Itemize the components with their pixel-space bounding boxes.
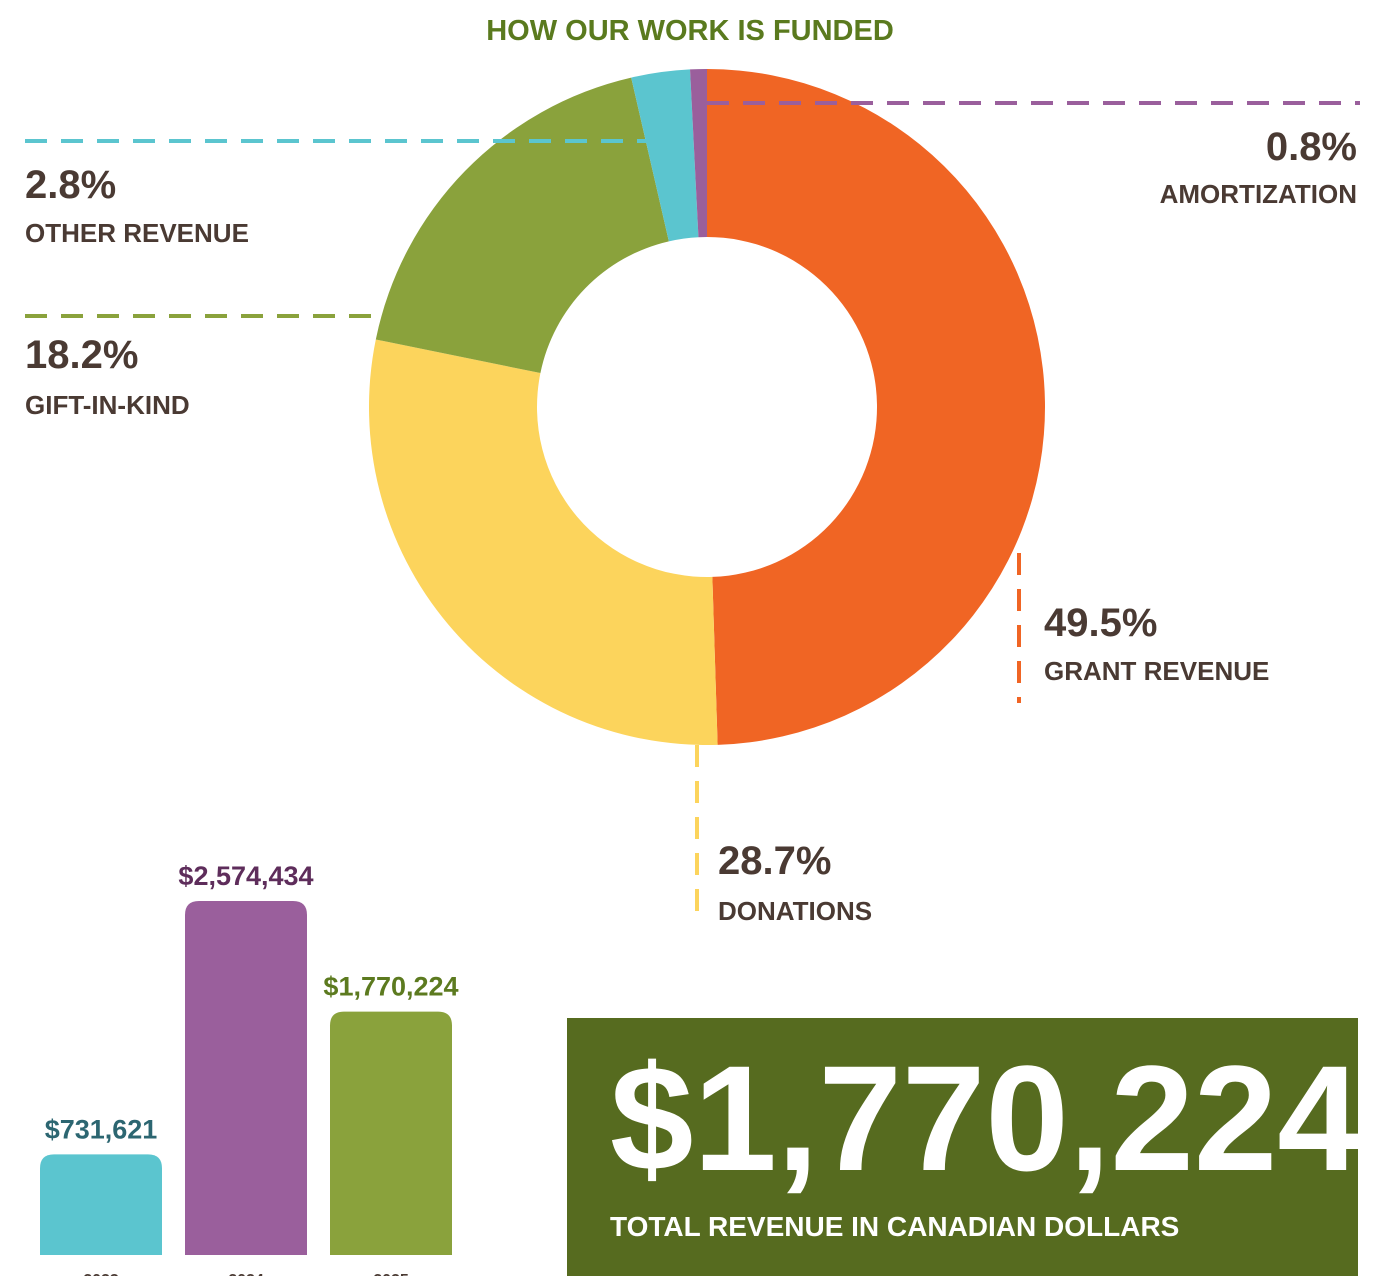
donut-slice <box>707 69 1046 745</box>
slice-label: OTHER REVENUE <box>25 218 249 248</box>
slice-label: DONATIONS <box>718 896 872 926</box>
x-tick-label: 2025 <box>373 1272 409 1276</box>
total-box <box>567 1018 1358 1276</box>
bar-value-label: $2,574,434 <box>178 861 313 891</box>
slice-percent: 0.8% <box>1266 125 1357 169</box>
total-amount: $1,770,224 <box>610 1034 1361 1202</box>
bar <box>185 901 307 1255</box>
slice-percent: 2.8% <box>25 163 116 207</box>
slice-percent: 18.2% <box>25 333 138 377</box>
donut-slice <box>375 77 669 374</box>
total-caption: TOTAL REVENUE IN CANADIAN DOLLARS <box>610 1211 1179 1242</box>
bar-value-label: $1,770,224 <box>323 972 458 1002</box>
donut-slice <box>368 339 718 745</box>
slice-label: AMORTIZATION <box>1160 179 1357 209</box>
slice-percent: 49.5% <box>1044 601 1157 645</box>
bar <box>40 1154 162 1255</box>
x-tick-label: 2024 <box>228 1272 264 1276</box>
chart-title: HOW OUR WORK IS FUNDED <box>486 15 894 47</box>
bar-value-label: $731,621 <box>45 1114 158 1144</box>
donut-slice <box>631 69 699 242</box>
x-tick-label: 2023 <box>83 1272 119 1276</box>
bar <box>330 1011 452 1255</box>
slice-label: GIFT-IN-KIND <box>25 390 190 420</box>
slice-label: GRANT REVENUE <box>1044 656 1269 686</box>
slice-percent: 28.7% <box>718 839 831 883</box>
donut-slice <box>690 69 707 238</box>
